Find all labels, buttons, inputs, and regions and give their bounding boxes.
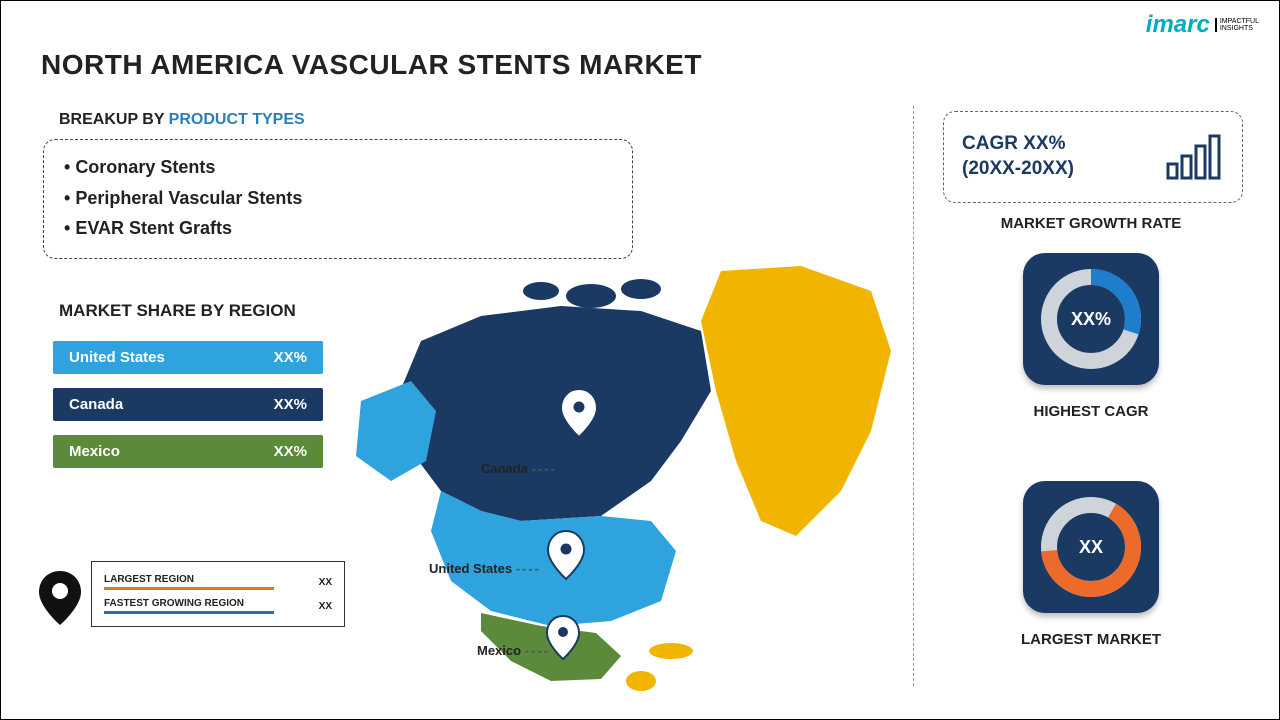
map-canada-island — [566, 284, 616, 308]
map-other — [626, 671, 656, 691]
region-name: Canada — [69, 396, 123, 413]
map-label-mexico: Mexico ---- — [477, 643, 550, 658]
legend-underline — [104, 611, 274, 614]
cagr-box: CAGR XX%(20XX-20XX) — [943, 111, 1243, 203]
legend-row-largest: LARGEST REGION XX — [104, 570, 332, 594]
product-types-box: Coronary Stents Peripheral Vascular Sten… — [43, 139, 633, 259]
breakup-heading: BREAKUP BY PRODUCT TYPES — [59, 111, 305, 129]
highest-cagr-label: HIGHEST CAGR — [971, 403, 1211, 420]
map-canada-island — [621, 279, 661, 299]
legend-underline — [104, 587, 274, 590]
region-name: United States — [69, 349, 165, 366]
legend-row-fastest: FASTEST GROWING REGION XX — [104, 594, 332, 618]
highest-cagr-tile: XX% — [1023, 253, 1159, 385]
logo-tagline: IMPACTFULINSIGHTS — [1215, 18, 1259, 32]
map-label-canada: Canada ---- — [481, 461, 557, 476]
product-type-item: EVAR Stent Grafts — [64, 213, 612, 244]
market-share-heading: MARKET SHARE BY REGION — [59, 301, 296, 321]
region-bar-us: United States XX% — [53, 341, 323, 374]
vertical-divider — [913, 106, 914, 686]
largest-market-label: LARGEST MARKET — [971, 631, 1211, 648]
legend-box: LARGEST REGION XX FASTEST GROWING REGION… — [91, 561, 345, 627]
logo-text: imarc — [1146, 11, 1210, 39]
map-other — [649, 643, 693, 659]
region-value: XX% — [274, 349, 307, 366]
region-value: XX% — [274, 443, 307, 460]
map-canada — [396, 306, 711, 521]
region-bar-canada: Canada XX% — [53, 388, 323, 421]
region-name: Mexico — [69, 443, 120, 460]
page-title: NORTH AMERICA VASCULAR STENTS MARKET — [41, 49, 702, 81]
product-type-item: Coronary Stents — [64, 152, 612, 183]
brand-logo: imarc IMPACTFULINSIGHTS — [1146, 11, 1259, 39]
cagr-text: CAGR XX%(20XX-20XX) — [962, 132, 1074, 181]
north-america-map: Canada ---- United States ---- Mexico --… — [341, 261, 901, 701]
product-type-item: Peripheral Vascular Stents — [64, 183, 612, 214]
map-svg — [341, 261, 901, 701]
donut-center-value: XX% — [1071, 309, 1111, 330]
largest-market-tile: XX — [1023, 481, 1159, 613]
location-pin-icon — [39, 571, 81, 630]
map-greenland — [701, 266, 891, 536]
map-canada-island — [523, 282, 559, 300]
market-growth-label: MARKET GROWTH RATE — [961, 215, 1221, 232]
region-bars: United States XX% Canada XX% Mexico XX% — [53, 341, 323, 482]
bar-chart-icon — [1164, 130, 1224, 184]
donut-center-value: XX — [1079, 537, 1103, 558]
map-label-us: United States ---- — [429, 561, 541, 576]
region-value: XX% — [274, 396, 307, 413]
region-bar-mexico: Mexico XX% — [53, 435, 323, 468]
product-types-list: Coronary Stents Peripheral Vascular Sten… — [64, 152, 612, 244]
